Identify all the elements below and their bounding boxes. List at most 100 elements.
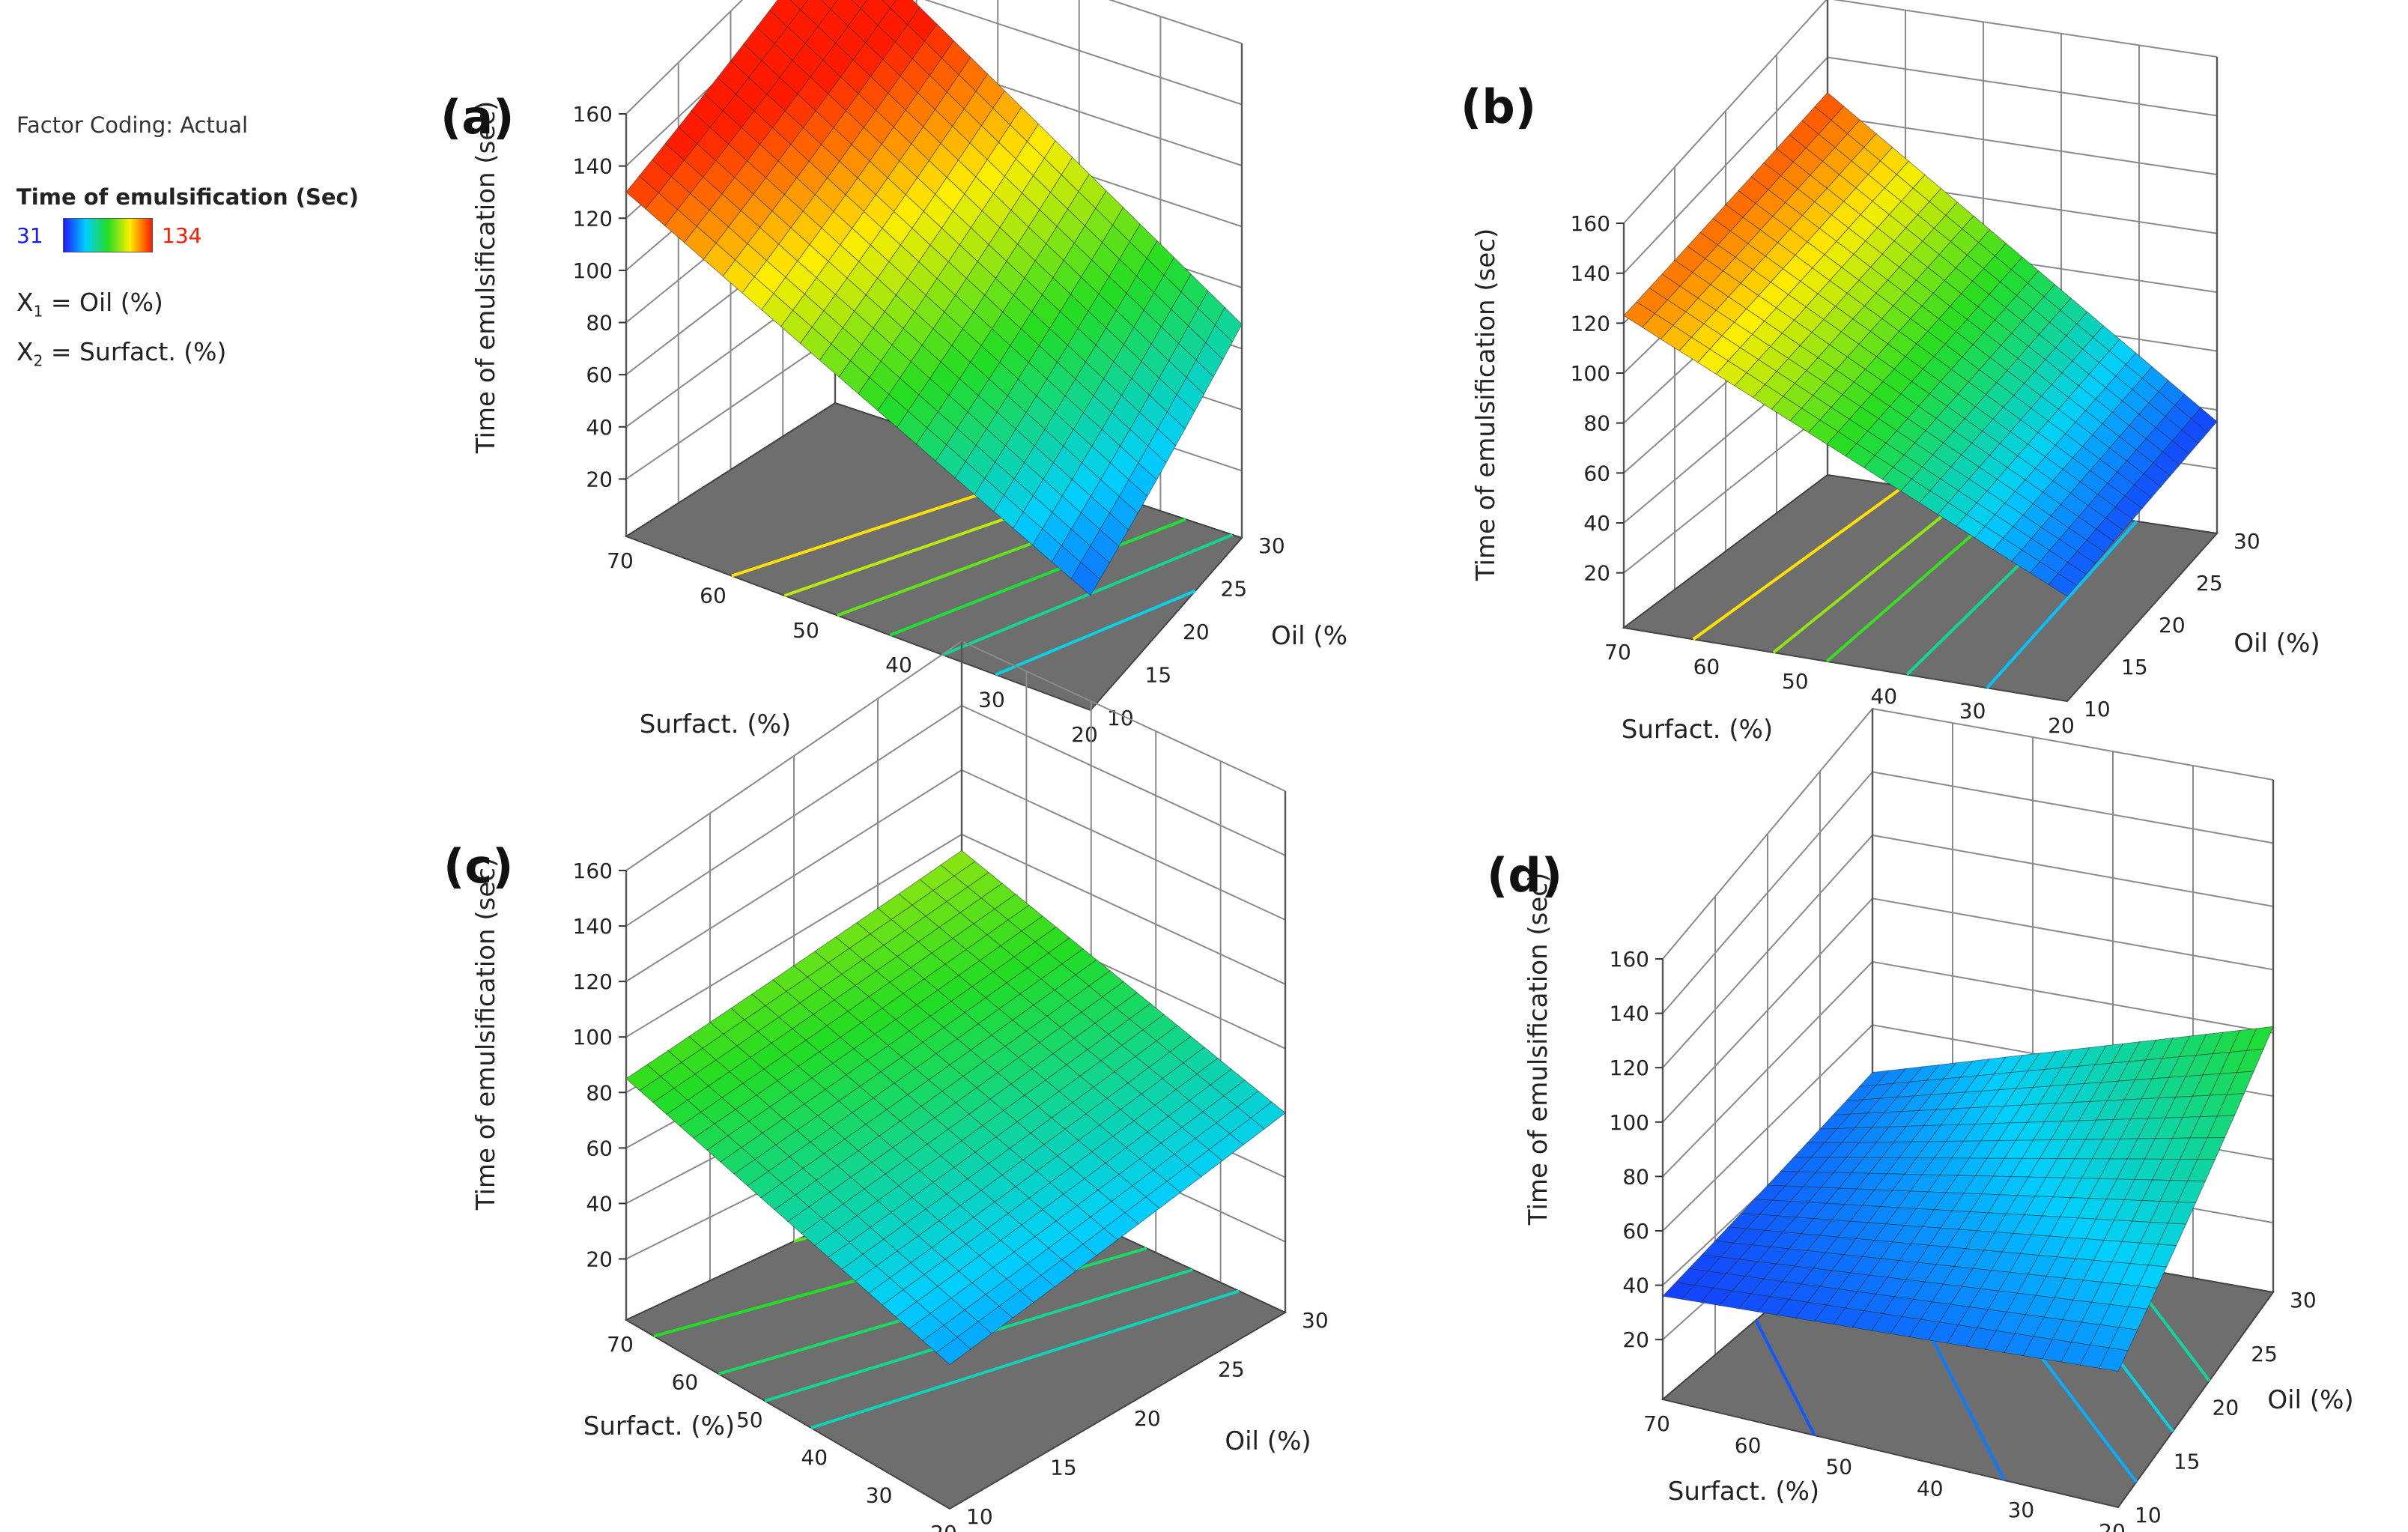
x-tick-label: 60 [1693, 655, 1720, 679]
grid-line-z [1623, 0, 2218, 224]
y-tick-label: 10 [2135, 1503, 2162, 1528]
x-tick-label: 50 [1782, 669, 1809, 694]
x-tick-label: 20 [930, 1521, 957, 1532]
grid-line-z [1662, 771, 2274, 1014]
surface-cell [1070, 562, 1101, 596]
z-tick-label: 20 [586, 467, 613, 491]
y-tick-label: 25 [1218, 1357, 1245, 1382]
y-tick-label: 25 [2196, 571, 2223, 596]
x-tick-label: 50 [792, 618, 819, 643]
x-tick-label: 20 [2099, 1519, 2126, 1532]
panel-label: (b) [1461, 79, 1536, 134]
factor-x1-prefix: X [16, 288, 34, 317]
z-tick-label: 120 [1571, 311, 1610, 336]
y-tick-label: 15 [2174, 1449, 2201, 1474]
contour-line [1754, 1319, 1816, 1436]
panel-label: (c) [443, 839, 513, 894]
z-tick-label: 140 [1571, 261, 1610, 286]
panel-label: (a) [440, 90, 515, 145]
x-axis-title: Surfact. (%) [640, 709, 791, 739]
x-tick-label: 60 [700, 583, 727, 608]
y-tick-label: 30 [2290, 1288, 2317, 1313]
color-scale-bar [63, 218, 153, 252]
grid-line-z [1662, 707, 2274, 960]
panel-d: 20 40 60 80 100 120 140 160 70 60 50 40 30 20 10 15 20 25… [1487, 707, 2354, 1532]
x-tick-label: 70 [607, 1332, 634, 1357]
z-tick-label: 20 [1583, 561, 1610, 586]
response-title: Time of emulsification (Sec) [16, 184, 359, 210]
surface-cell [2099, 1347, 2129, 1372]
z-axis-title: Time of emulsification (sec) [1471, 228, 1501, 582]
grid-line-z [1662, 834, 2274, 1068]
y-tick-label: 25 [1221, 577, 1248, 602]
y-tick-label: 10 [1107, 706, 1134, 730]
grid-line-z [625, 0, 1243, 115]
x-tick-label: 20 [1071, 722, 1098, 747]
x-axis-title: Surfact. (%) [1668, 1477, 1819, 1507]
panel-label: (d) [1487, 848, 1562, 903]
x-tick-label: 30 [2008, 1498, 2035, 1522]
z-tick-label: 120 [573, 969, 613, 994]
contour-line [1986, 520, 2138, 689]
y-tick-label: 25 [2251, 1342, 2278, 1366]
x-tick-label: 20 [2048, 713, 2075, 738]
z-tick-label: 100 [573, 258, 613, 283]
z-tick-label: 140 [573, 914, 613, 939]
surface-cell [935, 1336, 971, 1365]
factor-x1-sub: 1 [33, 302, 43, 321]
z-tick-label: 60 [1583, 461, 1610, 485]
z-tick-label: 160 [1571, 211, 1610, 236]
z-tick-label: 40 [586, 415, 613, 440]
y-axis-title: Oil (% [1271, 621, 1347, 651]
y-tick-label: 30 [2233, 529, 2260, 554]
z-tick-label: 160 [573, 102, 613, 127]
z-tick-label: 60 [586, 1136, 613, 1160]
x-tick-label: 70 [607, 548, 634, 573]
scale-min: 31 [16, 222, 43, 248]
contour-line [941, 533, 1234, 657]
factor-x2-prefix: X [16, 336, 34, 366]
z-tick-label: 160 [1610, 947, 1649, 972]
x-tick-label: 60 [1735, 1433, 1762, 1458]
z-tick-label: 120 [573, 206, 613, 231]
factor-x1-text: = Oil (%) [43, 288, 163, 317]
x-tick-label: 40 [801, 1445, 828, 1470]
z-tick-label: 140 [573, 154, 613, 179]
contour-floor [624, 402, 1243, 712]
contour-line [889, 518, 1186, 637]
x-tick-label: 70 [1604, 640, 1631, 664]
factor-coding-label: Factor Coding: Actual [16, 112, 249, 138]
z-tick-label: 120 [1610, 1056, 1649, 1080]
z-tick-label: 80 [586, 311, 613, 336]
contour-line [1692, 485, 1905, 641]
contour-line [810, 1289, 1240, 1429]
y-tick-label: 15 [2121, 655, 2148, 679]
x-tick-label: 40 [1917, 1476, 1944, 1501]
y-tick-label: 20 [1183, 620, 1210, 644]
z-tick-label: 100 [1571, 361, 1610, 386]
z-tick-label: 60 [586, 363, 613, 387]
y-tick-label: 20 [1134, 1406, 1161, 1431]
factor-x2: X2 = Surfact. (%) [16, 334, 406, 379]
grid-line-z [625, 0, 1243, 167]
panel-a: 20 40 60 80 100 120 140 160 70 60 50 40 30 20 10 15 20 25… [440, 0, 1347, 747]
factor-x2-text: = Surfact. (%) [43, 336, 227, 366]
color-scale: 31 134 [16, 218, 406, 252]
factor-x1: X1 = Oil (%) [16, 285, 406, 330]
y-axis-title: Oil (%) [2267, 1385, 2353, 1415]
z-axis-title: Time of emulsification (sec) [1523, 873, 1553, 1226]
z-tick-label: 160 [573, 859, 613, 883]
z-tick-label: 80 [586, 1080, 613, 1105]
x-tick-label: 60 [672, 1369, 699, 1394]
y-axis-title: Oil (%) [1225, 1426, 1311, 1456]
x-tick-label: 30 [866, 1483, 893, 1508]
z-tick-label: 60 [1622, 1219, 1649, 1244]
z-tick-label: 80 [1622, 1164, 1649, 1189]
z-tick-label: 20 [586, 1247, 613, 1272]
z-tick-label: 40 [1583, 511, 1610, 536]
x-axis-title: Surfact. (%) [583, 1411, 735, 1441]
scale-max: 134 [162, 222, 202, 248]
z-axis-title: Time of emulsification (sec) [471, 858, 501, 1211]
y-tick-label: 15 [1050, 1456, 1077, 1480]
x-tick-label: 30 [978, 688, 1005, 712]
